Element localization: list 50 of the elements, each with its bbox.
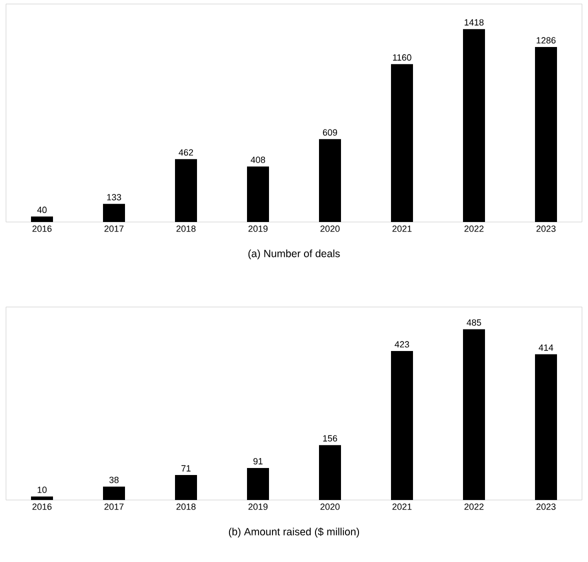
data-label: 423 — [394, 341, 410, 348]
x-tick-label: 2018 — [176, 504, 196, 510]
bar — [103, 204, 125, 222]
x-tick-label: 2023 — [536, 504, 556, 510]
data-label: 40 — [37, 206, 47, 214]
x-tick-label: 2020 — [320, 226, 340, 232]
text: (b) Amount raised ($ million) — [228, 528, 360, 538]
bar — [390, 64, 413, 222]
x-tick-label: 2017 — [104, 504, 124, 510]
bar — [247, 468, 269, 500]
bar — [390, 351, 413, 500]
data-label: 414 — [538, 344, 554, 351]
data-label: 91 — [253, 458, 263, 464]
bar — [247, 166, 269, 222]
x-tick-label: 2016 — [32, 226, 52, 232]
data-label: 462 — [178, 149, 194, 156]
data-label: 609 — [322, 129, 338, 136]
data-label: 38 — [109, 476, 119, 484]
bar — [31, 216, 53, 222]
bar — [534, 354, 557, 500]
x-tick-label: 2019 — [248, 504, 268, 510]
x-tick-label: 2022 — [464, 226, 484, 232]
x-tick-label: 2021 — [392, 504, 412, 510]
bar — [175, 474, 197, 500]
x-tick-label: 2018 — [176, 226, 196, 232]
data-label: 133 — [107, 194, 122, 200]
bar — [534, 47, 557, 222]
x-tick-label: 2022 — [464, 504, 484, 510]
x-tick-label: 2021 — [392, 226, 412, 232]
data-label: 1160 — [393, 54, 412, 61]
bar — [175, 159, 197, 222]
bar — [462, 329, 485, 500]
data-label: 1418 — [464, 19, 484, 26]
x-tick-label: 2019 — [248, 226, 268, 232]
bar — [103, 486, 125, 500]
data-label: 10 — [38, 486, 47, 493]
data-label: 485 — [466, 319, 482, 326]
x-tick-label: 2020 — [320, 504, 340, 510]
x-tick-label: 2016 — [32, 504, 52, 510]
data-label: 71 — [181, 465, 191, 472]
x-tick-label: 2023 — [536, 226, 556, 232]
bar — [319, 445, 341, 500]
bar — [319, 139, 341, 222]
data-label: 1286 — [536, 37, 556, 44]
data-label: 408 — [250, 156, 266, 163]
text: (a) Number of deals — [248, 250, 340, 260]
data-label: 156 — [323, 435, 338, 442]
bar — [31, 496, 53, 500]
x-tick-label: 2017 — [104, 226, 124, 232]
bar — [462, 29, 485, 222]
